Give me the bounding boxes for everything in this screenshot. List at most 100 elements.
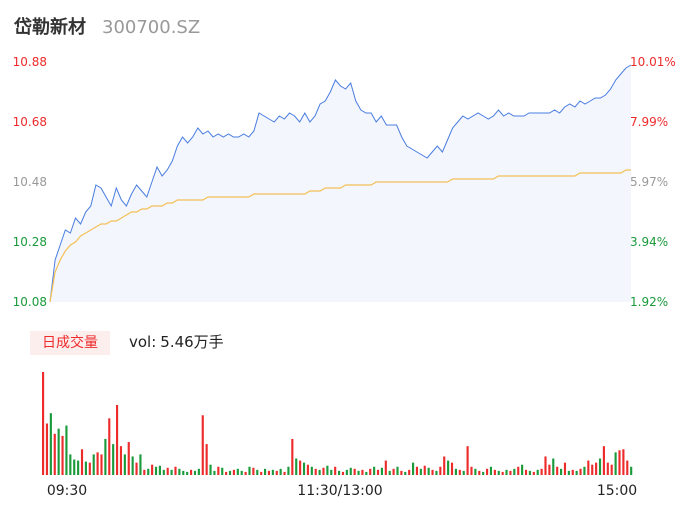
volume-bar	[154, 466, 158, 475]
volume-bar	[84, 461, 87, 475]
stock-name: 岱勒新材	[14, 17, 86, 38]
volume-bar	[228, 470, 232, 475]
volume-bar	[412, 462, 415, 475]
volume-bar	[182, 470, 185, 475]
volume-bar	[135, 462, 138, 475]
volume-bar	[357, 470, 360, 475]
volume-bar	[540, 468, 543, 475]
volume-value: 5.46万手	[160, 333, 224, 351]
volume-bar	[462, 470, 465, 475]
percent-axis-tick: 5.97%	[630, 175, 668, 189]
average-price-line	[49, 169, 631, 303]
volume-bar	[119, 446, 123, 475]
volume-bar	[221, 467, 224, 475]
volume-bar	[521, 464, 524, 475]
volume-bar	[186, 471, 189, 475]
volume-bar	[435, 470, 438, 475]
volume-bar	[252, 467, 255, 475]
volume-bar	[100, 454, 103, 475]
volume-bar	[201, 415, 204, 475]
volume-bar	[482, 471, 485, 475]
volume-bar	[65, 425, 68, 475]
volume-bar	[69, 454, 72, 475]
volume-bar	[162, 469, 165, 475]
volume-bar	[404, 471, 407, 475]
percent-axis-tick: 3.94%	[630, 235, 668, 249]
volume-bar	[567, 470, 570, 475]
volume-bar	[575, 470, 578, 475]
volume-bar	[489, 466, 493, 475]
volume-bar	[77, 460, 80, 475]
volume-bar	[408, 469, 411, 475]
volume-bar	[232, 469, 235, 475]
volume-bar	[486, 468, 489, 475]
volume-bar	[318, 469, 321, 475]
price-axis-tick: 10.88	[13, 55, 47, 69]
percent-axis-tick: 10.01%	[630, 55, 676, 69]
volume-bar	[139, 454, 142, 475]
volume-bar	[108, 418, 111, 475]
volume-bar	[92, 454, 95, 475]
volume-bar	[614, 452, 617, 475]
volume-bar	[610, 464, 613, 475]
volume-bar	[341, 471, 345, 475]
time-axis-tick: 11:30/13:00	[297, 483, 382, 499]
volume-bar	[256, 469, 259, 475]
volume-bar	[365, 471, 368, 475]
volume-bar	[361, 469, 364, 475]
volume-bar	[450, 462, 454, 475]
volume-bar	[501, 471, 504, 475]
volume-bar	[630, 466, 633, 475]
volume-bar	[96, 452, 99, 475]
volume-bar	[345, 469, 348, 475]
volume-bar	[53, 433, 56, 475]
volume-bar	[415, 466, 419, 475]
volume-bar	[571, 469, 574, 475]
volume-bar	[151, 464, 154, 475]
volume-bar	[302, 462, 306, 475]
volume-bar	[104, 438, 107, 475]
volume-bar	[213, 470, 216, 475]
volume-label: vol:	[129, 333, 157, 351]
volume-bar	[287, 466, 290, 475]
volume-bar	[143, 469, 146, 475]
volume-bar	[606, 462, 609, 475]
volume-bar	[583, 466, 586, 475]
volume-bar	[275, 470, 278, 475]
volume-bar	[271, 469, 274, 475]
volume-bar	[116, 404, 119, 475]
volume-bar	[353, 468, 356, 475]
volume-bar	[548, 464, 551, 475]
volume-bar	[314, 468, 317, 475]
volume-bar	[563, 462, 567, 475]
volume-bar	[49, 413, 52, 475]
volume-bar	[388, 470, 391, 475]
volume-bar	[552, 458, 555, 475]
volume-tab[interactable]: 日成交量	[30, 331, 110, 355]
volume-bar	[306, 464, 309, 475]
volume-bar	[248, 466, 251, 475]
volume-bar	[244, 471, 247, 475]
volume-bar	[283, 471, 286, 475]
volume-bar	[560, 468, 563, 475]
volume-bar	[326, 465, 329, 475]
volume-bar	[532, 471, 535, 475]
volume-bar	[236, 468, 239, 475]
volume-bar	[295, 458, 298, 475]
volume-bar	[88, 462, 91, 475]
volume-bar	[384, 460, 387, 475]
volume-bar	[439, 466, 442, 475]
volume-bar	[396, 466, 399, 475]
volume-bar	[334, 466, 337, 475]
volume-bar	[536, 469, 539, 475]
time-axis-tick: 15:00	[597, 483, 637, 499]
volume-bar	[466, 446, 469, 475]
percent-axis-tick: 7.99%	[630, 115, 668, 129]
volume-bar	[174, 466, 177, 475]
volume-bar	[579, 468, 582, 475]
price-axis-tick: 10.28	[13, 235, 47, 249]
volume-bar	[42, 372, 45, 475]
volume-bar	[217, 466, 220, 475]
volume-bar	[205, 444, 208, 475]
volume-bar	[264, 468, 267, 475]
